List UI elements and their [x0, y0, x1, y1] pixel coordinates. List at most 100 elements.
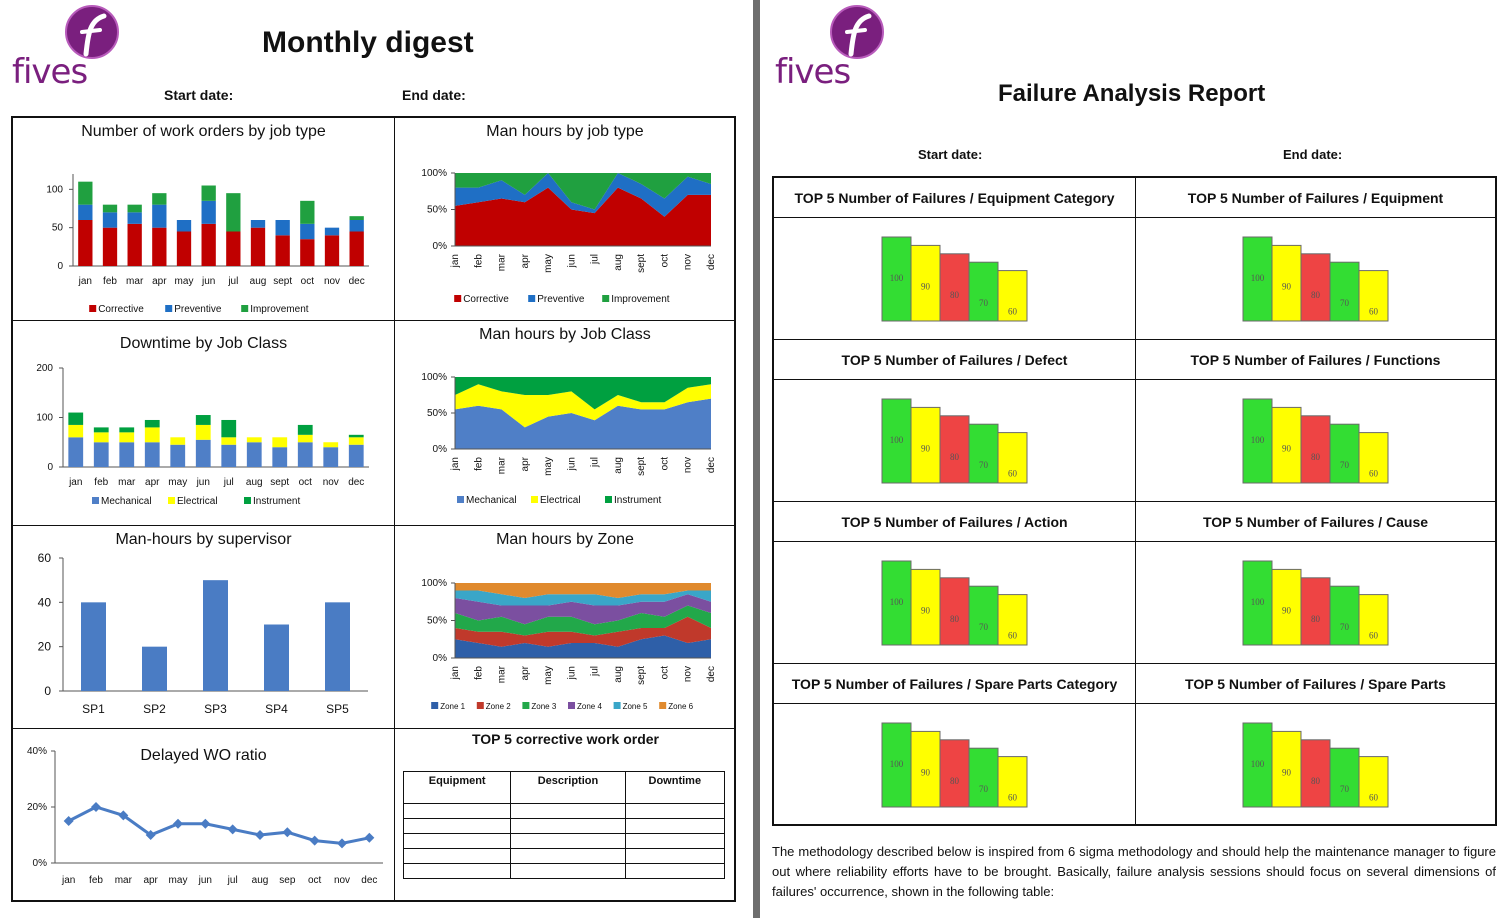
y-tick-label: 100%: [421, 168, 447, 179]
bar-segment: [144, 427, 160, 443]
table-cell[interactable]: [624, 863, 726, 879]
pareto-chart: 100 90 80 70 60: [881, 398, 1028, 484]
table-cell[interactable]: [510, 818, 626, 834]
legend-swatch: [568, 702, 575, 709]
table-cell[interactable]: [510, 833, 626, 849]
legend-label: Mechanical: [466, 495, 517, 506]
pareto-bar-label: 60: [1369, 307, 1379, 317]
table-cell[interactable]: [402, 833, 512, 849]
bar-segment: [102, 227, 118, 266]
pareto-bar: [1242, 722, 1273, 808]
x-tick-label: oct: [308, 875, 322, 886]
pareto-bar-label: 100: [890, 273, 904, 283]
area-series: [455, 583, 711, 598]
pareto-bar: [997, 432, 1028, 484]
legend-label: Zone 6: [668, 702, 693, 711]
legend-label: Corrective: [98, 304, 144, 315]
table-cell[interactable]: [402, 863, 512, 879]
table-cell[interactable]: [624, 803, 726, 819]
y-tick-label: 50%: [427, 616, 447, 627]
failure-cell-title: TOP 5 Number of Failures / Spare Parts C…: [791, 676, 1118, 692]
y-tick-label: 20%: [27, 802, 47, 813]
table-cell[interactable]: [402, 803, 512, 819]
line-marker: [255, 830, 265, 840]
x-tick-label: mar: [497, 253, 508, 271]
pareto-bar: [1300, 739, 1331, 808]
pareto-bar: [939, 739, 970, 808]
area-series: [455, 635, 711, 658]
area-series: [455, 173, 711, 217]
pareto-bar: [1271, 244, 1302, 322]
failure-cell-title: TOP 5 Number of Failures / Functions: [1190, 352, 1441, 368]
legend-swatch: [659, 702, 667, 709]
pareto-bar: [1271, 406, 1302, 484]
table-cell[interactable]: [510, 848, 626, 864]
failure-cell: TOP 5 Number of Failures / Defect 100 90 80…: [774, 340, 1136, 502]
legend-label: Instrument: [614, 495, 661, 506]
x-tick-label: nov: [334, 875, 350, 886]
legend-swatch: [613, 702, 621, 709]
table-row[interactable]: [402, 803, 726, 819]
bar-segment: [349, 231, 364, 266]
x-tick-label: apr: [520, 253, 531, 268]
x-tick-label: apr: [520, 665, 531, 680]
x-tick-label: jul: [590, 666, 601, 677]
page-title: Monthly digest: [262, 26, 474, 59]
pareto-bar: [1242, 236, 1273, 322]
pareto-bar-label: 100: [1251, 759, 1265, 769]
pareto-bar-label: 80: [1311, 290, 1321, 300]
y-tick-label: 60: [38, 551, 52, 565]
pareto-bar-label: 80: [1311, 452, 1321, 462]
pareto-bar-label: 80: [950, 290, 960, 300]
bar-segment: [250, 227, 266, 266]
y-tick-label: 0%: [433, 653, 448, 664]
table-row[interactable]: [402, 863, 726, 879]
table-cell[interactable]: [624, 833, 726, 849]
legend-swatch: [165, 305, 173, 312]
table-cell[interactable]: [402, 818, 512, 834]
table-cell[interactable]: [510, 863, 626, 879]
x-tick-label: aug: [252, 875, 269, 886]
bar-segment: [275, 235, 290, 266]
mh-by-job-class-chart: 0% 50% 100% jan feb mar apr may jun jul aug sept oct…: [421, 372, 717, 506]
table-row[interactable]: [402, 818, 726, 834]
x-tick-label: apr: [520, 456, 531, 471]
table-cell[interactable]: [624, 818, 726, 834]
pareto-bar-label: 80: [1311, 776, 1321, 786]
line-marker: [91, 802, 101, 812]
legend-label: Corrective: [463, 294, 509, 305]
top5-corrective-wo: TOP 5 corrective work order Equipment De…: [395, 729, 736, 900]
y-tick-label: 50%: [427, 205, 447, 216]
x-tick-label: sep: [279, 875, 296, 886]
mh-by-supervisor-chart: 0 20 40 60 SP1 SP2 SP3 SP4 SP5: [38, 551, 368, 716]
x-tick-label: nov: [323, 477, 339, 488]
y-tick-label: 200: [36, 363, 53, 374]
x-tick-label: SP2: [143, 702, 166, 716]
table-cell[interactable]: [402, 848, 512, 864]
chart-title: Man hours by Zone: [496, 531, 634, 548]
pareto-bar-label: 60: [1008, 793, 1018, 803]
table-row[interactable]: [402, 848, 726, 864]
legend-swatch: [531, 496, 538, 503]
x-tick-label: nov: [324, 276, 340, 287]
table-cell[interactable]: [510, 803, 626, 819]
y-tick-label: 100: [46, 184, 63, 195]
table-cell[interactable]: [624, 848, 726, 864]
failure-cell: TOP 5 Number of Failures / Spare Parts C…: [774, 664, 1136, 826]
chart-mh-by-job-type: Man hours by job type 0% 50% 100% jan feb mar…: [395, 118, 736, 321]
chart-delayed-wo-ratio: Delayed WO ratio 0% 20% 40% jan feb mar apr may…: [13, 729, 395, 900]
line-marker: [227, 824, 238, 835]
pareto-bar-label: 90: [921, 443, 931, 453]
pareto-bar-label: 90: [1282, 443, 1292, 453]
bar-segment: [127, 223, 142, 266]
pareto-bar: [1300, 415, 1331, 484]
pareto-bar-label: 70: [979, 622, 989, 632]
bar-segment: [297, 424, 313, 435]
x-tick-label: feb: [473, 457, 484, 471]
bar-segment: [348, 437, 364, 445]
legend-label: Zone 3: [531, 702, 556, 711]
pareto-bar: [1329, 261, 1360, 322]
chart-mh-by-zone: Man hours by Zone 0% 50% 100% jan feb mar apr m…: [395, 526, 736, 729]
table-row[interactable]: [402, 833, 726, 849]
y-tick-label: 0: [44, 684, 51, 698]
